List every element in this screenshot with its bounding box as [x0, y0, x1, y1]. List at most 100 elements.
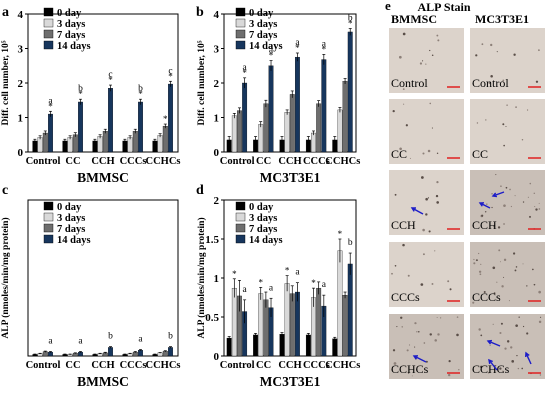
stain-dot	[402, 32, 406, 36]
x-tick-label: CCH	[278, 360, 301, 371]
stain-dot	[538, 49, 540, 52]
stain-dot	[533, 192, 536, 195]
legend-label: 3 days	[249, 19, 277, 30]
bar	[258, 124, 264, 153]
stain-dot	[490, 43, 493, 47]
stain-dot	[511, 360, 515, 363]
stain-dot	[485, 119, 487, 121]
legend-swatch	[43, 234, 54, 244]
bar	[108, 88, 113, 153]
stain-dot	[472, 301, 475, 304]
y-tick-label: 0	[214, 351, 220, 363]
bar	[284, 283, 290, 357]
stain-dot	[526, 109, 529, 111]
bar	[168, 347, 173, 357]
arrow-shaft	[488, 359, 498, 371]
micrograph-label: CCHCs	[472, 362, 510, 376]
stain-dot	[436, 34, 439, 37]
significance-label: b	[168, 332, 173, 342]
stain-dot	[431, 283, 434, 285]
stain-dot	[425, 197, 428, 201]
legend-label: 7 days	[249, 224, 277, 235]
significance-label: a	[295, 268, 300, 278]
y-axis-label: Diff. cell number, 10⁵	[197, 40, 207, 125]
legend-swatch	[235, 223, 246, 233]
significance-label: a	[78, 336, 83, 346]
stain-dot	[434, 339, 437, 342]
significance-label: b	[78, 84, 83, 94]
significance-label: *	[258, 277, 263, 287]
alp-stain-title: ALP Stain	[417, 0, 470, 14]
legend-label: 3 days	[57, 213, 85, 224]
bar	[347, 263, 353, 357]
stain-dot	[436, 316, 438, 318]
stain-dot	[427, 149, 431, 153]
stain-dot	[490, 74, 493, 78]
micrograph-label: Control	[391, 76, 428, 90]
alp-stain-col-bmmsc: BMMSC	[391, 12, 437, 26]
bar	[337, 250, 343, 357]
significance-label: a	[243, 285, 248, 295]
plot-frame	[27, 199, 179, 357]
stain-dot	[517, 367, 520, 370]
significance-label: a	[138, 335, 143, 345]
bar	[263, 299, 269, 357]
legend-swatch	[43, 201, 54, 211]
x-tick-label: CCCs	[120, 156, 147, 167]
alp-stain-panel: e ALP Stain BMMSC MC3T3E1 Control Control…	[385, 0, 545, 379]
micrograph-label: CCHCs	[391, 362, 429, 376]
stain-dot	[512, 252, 516, 255]
significance-label: a	[269, 283, 274, 293]
significance-label: a	[48, 336, 53, 346]
stain-dot	[508, 300, 511, 302]
stain-dot	[431, 127, 433, 129]
bar	[311, 132, 316, 153]
x-tick-label: CCHCs	[325, 156, 360, 167]
stain-dot	[487, 371, 490, 374]
arrow-head-icon	[412, 355, 419, 360]
stain-dot	[447, 280, 450, 283]
micrograph-label: Control	[472, 76, 509, 90]
micrograph-tile	[470, 242, 545, 307]
stain-dot	[538, 202, 540, 204]
panel-title: MC3T3E1	[260, 374, 321, 389]
stain-dot	[527, 196, 529, 198]
bar	[127, 137, 133, 153]
stain-dot	[534, 205, 536, 208]
y-tick-label: 0	[18, 147, 24, 159]
legend-label: 14 days	[57, 41, 91, 52]
significance-label: *	[348, 18, 353, 28]
bar	[342, 81, 348, 153]
arrow-shaft	[411, 207, 424, 215]
significance-label: *	[232, 269, 237, 279]
stain-dot	[480, 365, 483, 369]
bar	[242, 82, 248, 153]
stain-dot	[529, 182, 532, 185]
arrow-head-icon	[491, 192, 498, 198]
stain-dot	[407, 372, 410, 374]
stain-dot	[503, 223, 505, 225]
stain-dot	[506, 104, 508, 106]
stain-dot	[489, 344, 491, 347]
stain-dot	[419, 62, 423, 65]
stain-dot	[526, 285, 528, 287]
x-tick-label: CCH	[91, 360, 114, 371]
bar	[138, 101, 143, 153]
significance-label: a	[322, 280, 327, 290]
stain-dot	[522, 325, 525, 328]
bar	[268, 65, 274, 153]
stain-dot	[436, 201, 439, 204]
stain-dot	[422, 253, 425, 256]
y-tick-label: 1	[18, 113, 24, 125]
arrow-head-icon	[525, 351, 530, 358]
stain-dot	[513, 53, 516, 56]
bar	[231, 115, 237, 153]
stain-dot	[429, 333, 432, 336]
bar	[284, 112, 290, 153]
alp-stain-col-mc3t3e1: MC3T3E1	[475, 12, 529, 26]
stain-dot	[532, 268, 534, 271]
stain-dot	[491, 206, 493, 209]
significance-label: *	[163, 114, 168, 124]
x-tick-label: Control	[220, 156, 255, 167]
stain-dot	[414, 322, 417, 325]
